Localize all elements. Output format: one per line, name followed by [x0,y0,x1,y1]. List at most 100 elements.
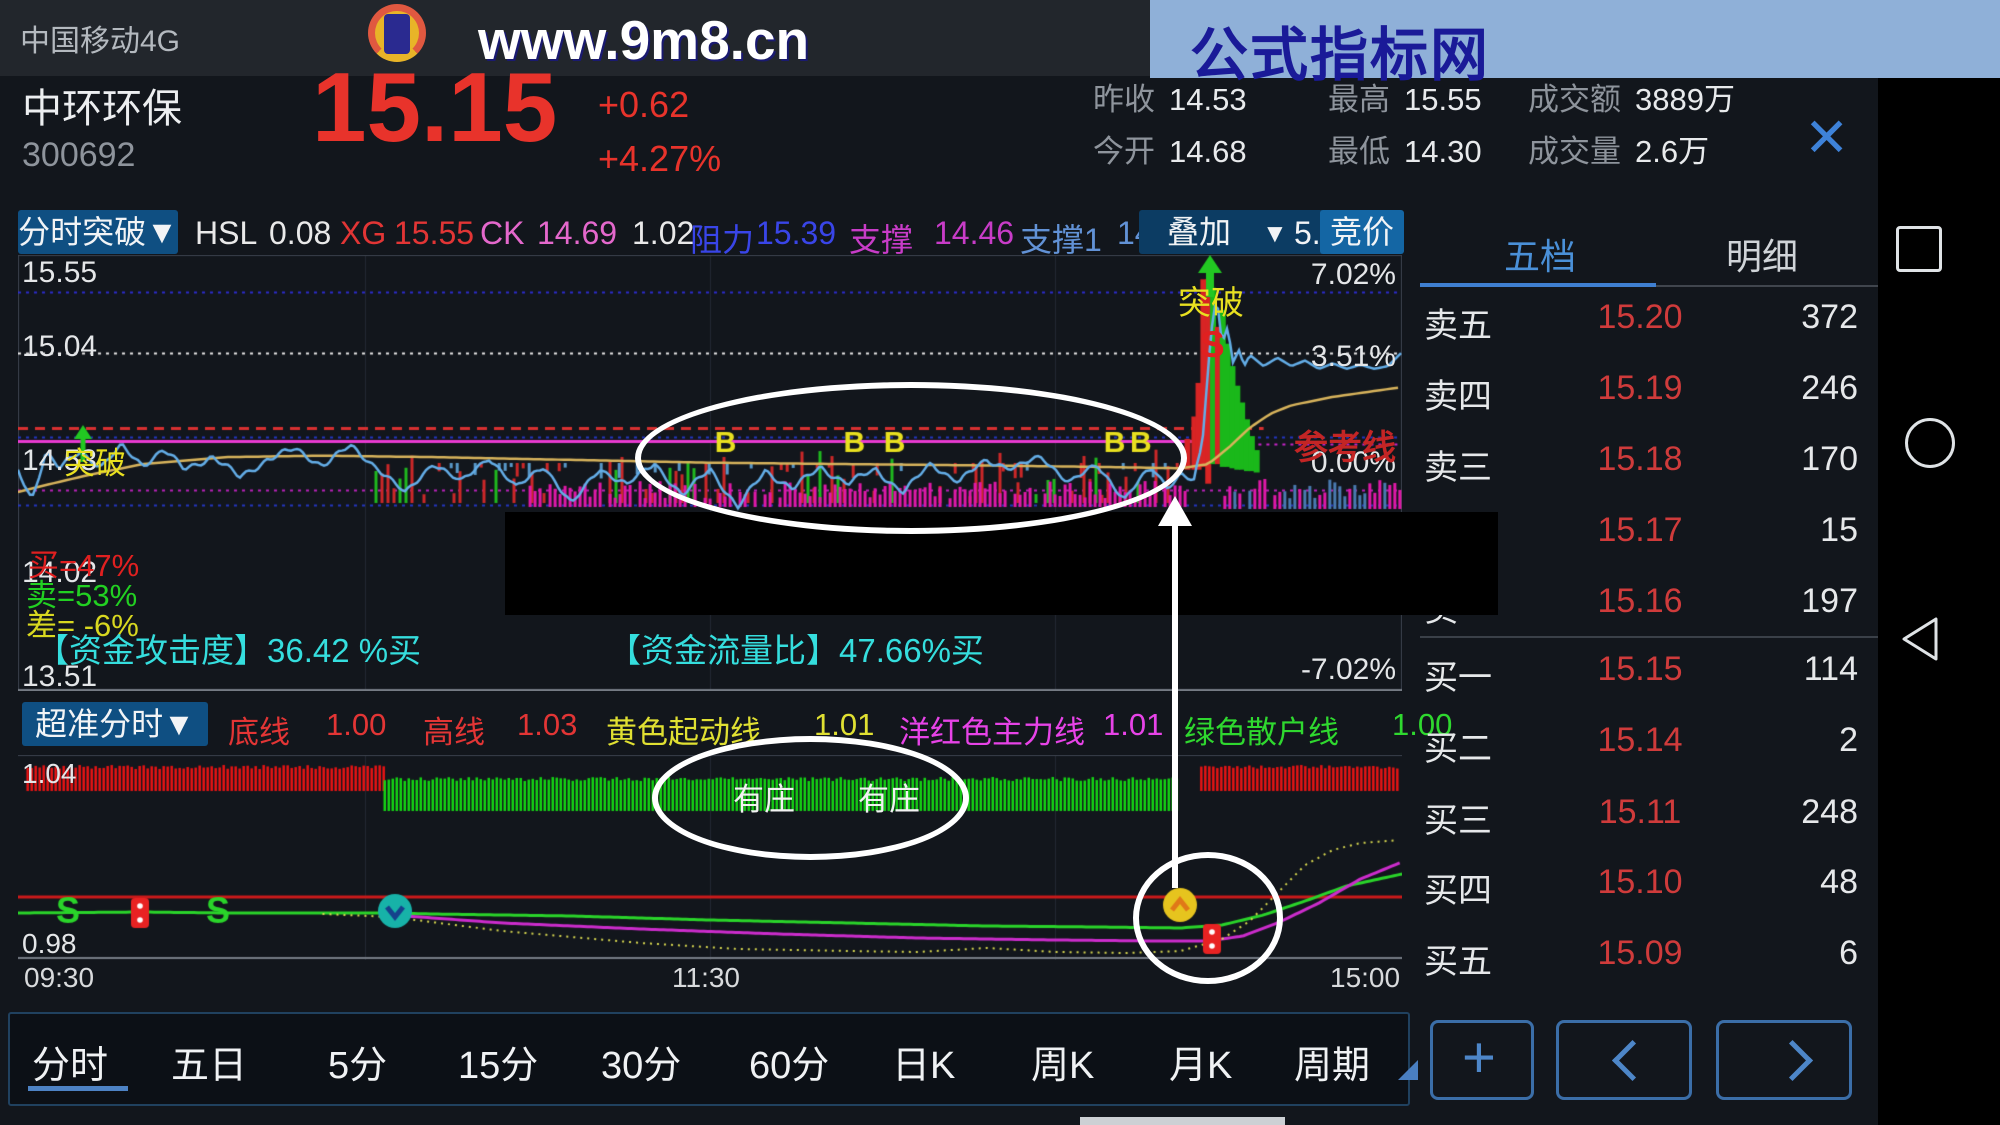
tab-period[interactable]: 周期 [1294,1045,1371,1087]
tab-5min[interactable]: 5分 [328,1045,388,1087]
bid-level-label: 买二 [1424,730,1492,768]
table-row[interactable]: 卖三 15.18 170 [1420,440,1878,488]
bid-price: 15.10 [1597,863,1683,901]
overlay-suffix: 5. [1294,215,1321,251]
stat-value: 14.53 [1169,82,1247,117]
tab-60min[interactable]: 60分 [749,1045,830,1087]
stat-label: 最高 [1328,82,1390,117]
legend-item: 1.03 [517,707,578,742]
table-row[interactable]: 买三 15.11 248 [1420,793,1878,841]
stat-value: 3889万 [1635,82,1735,117]
price-change: +0.62 [598,84,690,125]
tab-15min[interactable]: 15分 [458,1045,539,1087]
table-row[interactable]: 买二 15.14 2 [1420,721,1878,769]
period-dropdown-triangle-icon[interactable] [1398,1060,1418,1080]
tab-30min[interactable]: 30分 [601,1045,682,1087]
y-tick: 13.51 [22,660,98,693]
table-row[interactable]: 卖五 15.20 372 [1420,298,1878,346]
tab-detail[interactable]: 明细 [1725,236,1798,277]
indicator-item: 支撑1 [1020,222,1102,258]
overlay-button[interactable]: 叠加 [1139,210,1325,254]
breakout-annotation: 突破 [1178,284,1244,321]
y-tick: 14.02 [22,556,98,589]
add-button[interactable] [1430,1020,1534,1100]
back-triangle-icon[interactable] [1898,616,1944,662]
table-row[interactable]: 买四 15.10 48 [1420,863,1878,911]
indicator-item: XG [340,215,387,251]
indicator-item: CK [480,215,525,251]
y-tick: 14.53 [22,444,98,477]
sell-signal-label: S [1200,324,1225,365]
ad-banner[interactable]: 公式指标网 [1150,0,2000,88]
breakout-annotation: 突破 [64,446,126,481]
tab-monthly-k[interactable]: 月K [1169,1045,1233,1087]
pct-tick: 0.00% [1310,446,1396,479]
legend-item: 1.00 [326,707,387,742]
stat-label: 昨收 [1093,82,1155,117]
ask-volume: 197 [1801,582,1858,620]
tab-fenshi[interactable]: 分时 [32,1045,109,1087]
bid-price: 15.11 [1598,793,1682,831]
bid-price: 15.15 [1597,650,1683,688]
chevron-down-icon[interactable]: ▼ [1262,218,1288,248]
price-change-pct: +4.27% [598,138,722,179]
period-nav-bar [8,1012,1410,1106]
pct-tick: -7.02% [1300,653,1396,686]
reference-line-label: 参考线 [1294,429,1396,467]
tab-divider [1656,285,1878,287]
ask-volume: 372 [1801,298,1858,336]
sell-percent: 卖=53% [26,578,138,613]
recents-square-icon[interactable] [1896,226,1942,272]
tab-daily-k[interactable]: 日K [892,1045,956,1087]
stat-label: 今开 [1093,134,1155,169]
sub-indicator-selector-button[interactable]: 超准分时▼ [22,702,208,746]
bid-level-label: 买一 [1424,659,1492,697]
y-tick: 15.55 [22,256,98,289]
ask-level-label: 卖四 [1424,378,1492,416]
last-price: 15.15 [312,52,558,162]
indicator-item: 15.39 [756,215,837,251]
y-tick: 15.04 [22,330,98,363]
indicator-item: 0.08 [269,215,332,251]
banner-url: www.9m8.cn [478,9,810,71]
legend-item: 1.00 [1392,707,1453,742]
tab-weekly-k[interactable]: 周K [1031,1045,1095,1087]
highlight-ellipse [1133,852,1283,984]
stat-col-close-open: 昨收 14.53 今开 14.68 [1093,74,1247,178]
indicator-item: 1.02 [632,215,695,251]
bid-level-label: 买四 [1424,872,1492,910]
next-stock-button[interactable] [1716,1020,1852,1100]
tab-five-levels[interactable]: 五档 [1503,236,1576,277]
ask-price: 15.19 [1597,369,1683,407]
x-tick: 09:30 [24,962,95,993]
indicator-item: HSL [195,215,258,251]
carrier-label: 中国移动4G [20,25,181,58]
bid-ask-divider [1420,636,1878,638]
banner-site-name: 公式指标网 [1190,23,1491,88]
ask-level-label: 卖三 [1424,449,1492,487]
stat-value: 14.30 [1404,134,1482,169]
plus-icon: + [1462,1025,1496,1090]
home-circle-icon[interactable] [1905,418,1955,468]
legend-item: 1.01 [1103,707,1164,742]
indicator-selector-button[interactable]: 分时突破▼ [18,210,178,254]
table-row[interactable]: 卖四 15.19 246 [1420,369,1878,417]
y-tick: 0.98 [22,928,77,959]
stock-code: 300692 [22,136,136,174]
ask-volume: 246 [1801,369,1858,407]
pct-tick: 3.51% [1310,340,1396,373]
ask-price: 15.16 [1597,582,1683,620]
stat-value: 2.6万 [1635,134,1710,169]
tab-wuri[interactable]: 五日 [171,1045,248,1087]
auction-button[interactable]: 竞价 [1320,210,1404,254]
bid-volume: 6 [1839,934,1858,972]
ask-volume: 15 [1820,511,1858,549]
prev-stock-button[interactable] [1556,1020,1692,1100]
annotation-arrow-line [1172,524,1178,888]
stat-label: 成交额 [1528,82,1621,117]
close-icon[interactable]: ✕ [1804,108,1850,168]
table-row[interactable]: 买一 15.15 114 [1420,650,1878,698]
buy-percent: 买=47% [28,548,140,583]
table-row[interactable]: 买五 15.09 6 [1420,934,1878,982]
